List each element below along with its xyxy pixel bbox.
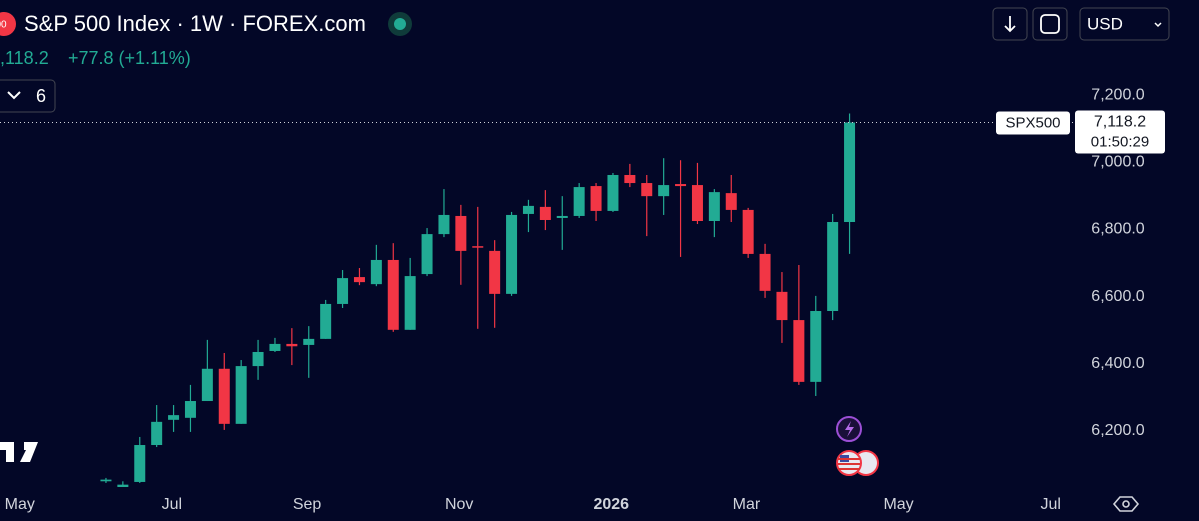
overlay: SPX500 7,118.2 01:50:29 — [0, 110, 1165, 154]
candle-body — [218, 368, 230, 424]
candle-body — [353, 277, 365, 283]
y-tick-label: 6,600.0 — [1091, 288, 1144, 305]
plot-area — [100, 113, 856, 487]
price-tag-countdown: 01:50:29 — [1091, 133, 1149, 150]
candle-body — [421, 234, 433, 275]
candle-body — [370, 259, 382, 285]
candle-body — [810, 311, 822, 382]
candle-body — [117, 484, 129, 487]
y-tick-label: 6,800.0 — [1091, 221, 1144, 238]
candle-body — [438, 214, 450, 235]
y-tick-label: 7,000.0 — [1091, 153, 1144, 170]
logo — [0, 442, 38, 462]
symbol-badge — [0, 12, 16, 36]
candle-body — [759, 253, 771, 291]
candle-body — [252, 351, 264, 367]
indicator-toggle[interactable] — [0, 79, 56, 113]
candle-body — [742, 209, 754, 254]
candle-body — [404, 276, 416, 330]
flag-stripes — [838, 458, 860, 470]
square-icon — [1040, 14, 1060, 34]
y-tick-label: 6,200.0 — [1091, 422, 1144, 439]
candle-body — [235, 366, 247, 424]
candle-body — [100, 479, 112, 482]
candle-body — [539, 206, 551, 220]
fullscreen-button[interactable] — [1032, 7, 1068, 41]
indicator-count: 6 — [36, 86, 46, 106]
candle-body — [776, 291, 788, 321]
candle-body — [844, 122, 856, 223]
candle-body — [607, 174, 619, 211]
candle-body — [658, 185, 670, 197]
candle-body — [269, 343, 281, 351]
arrow-down-icon — [1004, 16, 1016, 33]
candle-body — [387, 259, 399, 330]
candle-body — [151, 421, 163, 446]
candle-body — [556, 215, 568, 218]
candle-body — [303, 338, 315, 345]
x-tick-label: May — [5, 496, 35, 513]
settings-dot — [1122, 500, 1130, 508]
candle-body — [573, 187, 585, 216]
candle-body — [184, 401, 196, 418]
candle-body — [725, 193, 737, 210]
x-tick-label: Jul — [162, 496, 182, 513]
candle-body — [320, 303, 332, 339]
candle-body — [793, 320, 805, 382]
chevron-icon — [7, 91, 21, 100]
symbol-tag — [996, 111, 1070, 135]
symbol-tag-text: SPX500 — [1005, 114, 1060, 131]
candle-body — [624, 174, 636, 184]
chevron-icon — [1154, 22, 1162, 28]
candle-body — [489, 250, 501, 294]
currency-label: USD — [1087, 14, 1123, 33]
chart-title: S&P 500 Index · 1W · FOREX.com — [24, 11, 366, 36]
price-tag-value: 7,118.2 — [1094, 114, 1146, 131]
header-price: ,118.2 — [0, 48, 49, 68]
x-tick-label: 2026 — [593, 496, 629, 513]
status-dot — [394, 18, 406, 30]
candle-body — [641, 183, 653, 197]
y-tick-label: 6,400.0 — [1091, 355, 1144, 372]
candle-body — [286, 343, 298, 347]
header-change: +77.8 (+1.11%) — [68, 48, 191, 68]
candle-body — [337, 278, 349, 304]
x-tick-label: May — [883, 496, 913, 513]
candle-body — [201, 368, 213, 402]
candle-body — [472, 246, 484, 248]
candle-body — [827, 222, 839, 312]
candle-body — [675, 184, 687, 187]
candle-body — [708, 192, 720, 221]
y-tick-label: 7,200.0 — [1091, 86, 1144, 103]
candle-body — [134, 445, 146, 482]
candle-body — [168, 415, 180, 420]
badge-text: 00 — [0, 20, 7, 31]
x-tick-label: Sep — [293, 496, 322, 513]
candle-body — [455, 215, 467, 251]
settings-icon[interactable] — [1112, 496, 1140, 512]
x-tick-label: Mar — [733, 496, 761, 513]
lightning-icon — [845, 421, 854, 437]
candle-body — [590, 186, 602, 211]
x-tick-label: Jul — [1040, 496, 1060, 513]
price-tag — [1075, 110, 1165, 154]
x-tick-label: Nov — [445, 496, 473, 513]
candle-body — [506, 214, 518, 294]
currency-select[interactable] — [1079, 7, 1170, 41]
candle-body — [691, 185, 703, 221]
candle-body — [522, 205, 534, 214]
